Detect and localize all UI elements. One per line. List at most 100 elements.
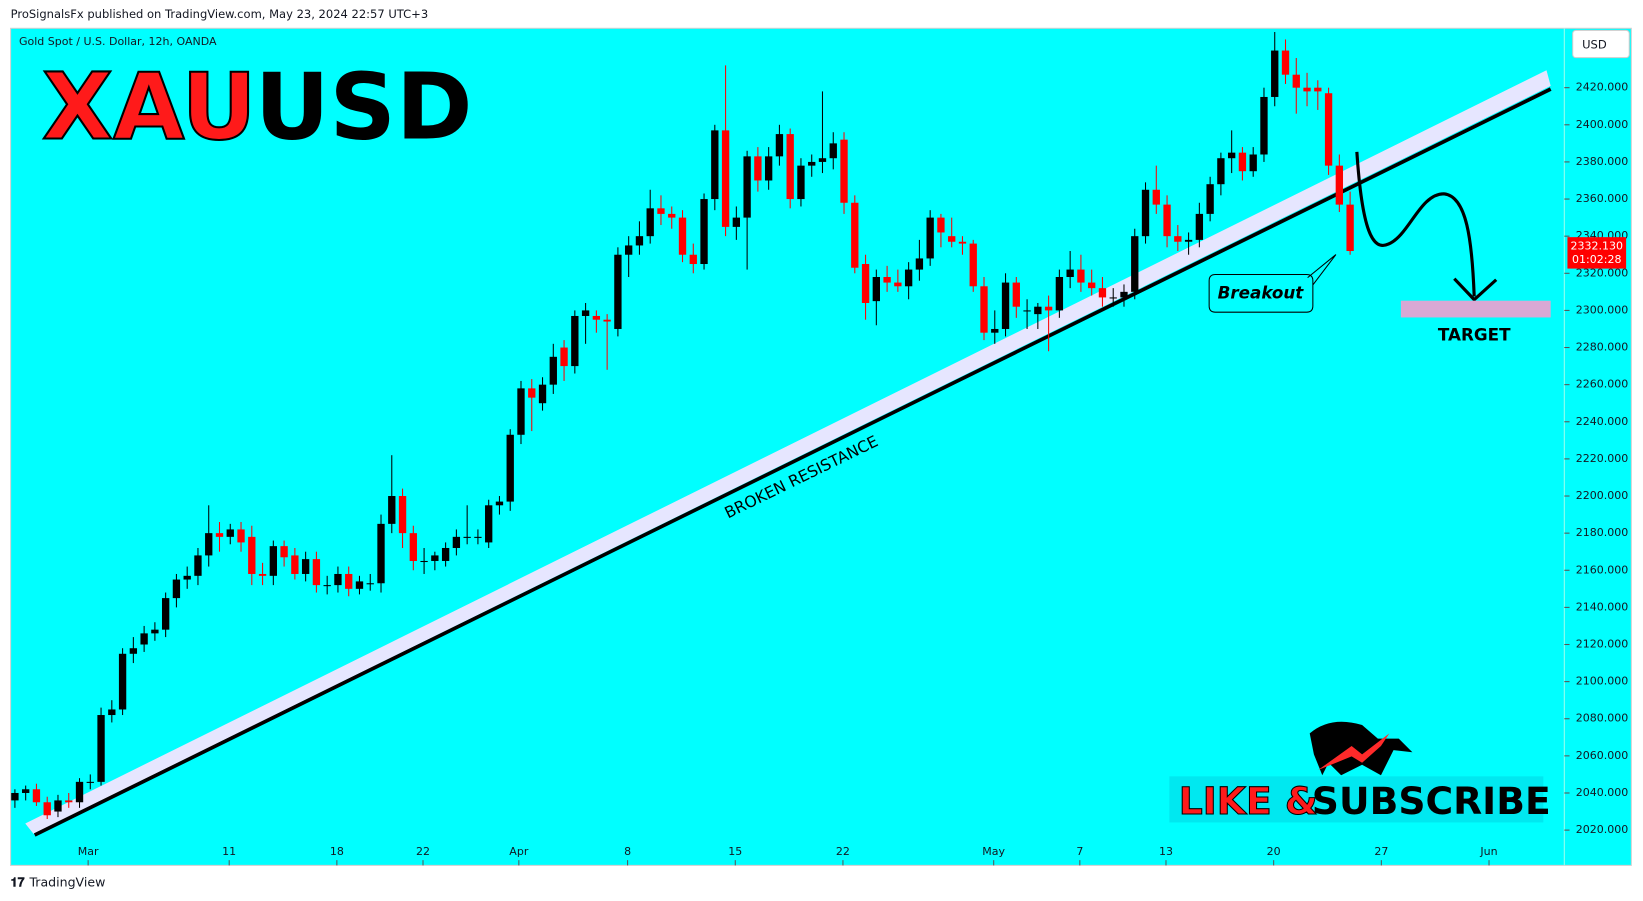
cta-bg [1169,776,1544,823]
candle-body [646,208,654,237]
candle-body [398,496,407,534]
x-tick-label: 27 [1374,845,1388,858]
candle-body [1238,152,1247,172]
candle-body [1281,50,1290,75]
y-tick-label: 2380.000 [1576,155,1629,168]
candle-body [1271,50,1279,97]
candle-body [625,245,633,255]
candle-body [743,156,751,218]
target-zone [1400,300,1551,318]
candle-body [463,536,471,538]
y-tick-label: 2200.000 [1576,489,1629,502]
x-tick-label: 18 [330,845,344,858]
candle-body [65,800,73,803]
x-tick-label: 22 [416,845,430,858]
candle-body [1260,96,1268,155]
x-tick-label: 8 [624,845,631,858]
candle-body [291,555,299,574]
cta-like[interactable]: LIKE & [1178,779,1318,824]
candle-body [764,156,773,181]
candle-body [22,789,30,793]
candle-body [797,165,805,200]
candle-body [485,505,493,543]
candle-body [1292,74,1300,88]
candle-body [754,156,762,181]
candle-body [840,139,848,203]
candle-body [700,199,708,265]
candle-body [528,388,536,398]
candle-body [657,208,665,214]
y-tick-label: 2020.000 [1576,823,1629,836]
candle-body [237,529,245,543]
candle-body [635,236,644,246]
candle-body [1034,306,1042,315]
candle-body [1335,165,1344,205]
candle-body [969,243,977,287]
candle-body [1077,269,1085,283]
y-tick-label: 2160.000 [1576,563,1629,576]
candle-body [205,533,213,556]
candle-body [140,633,148,645]
candle-body [668,213,676,218]
candle-body [549,356,557,385]
x-tick-label: Jun [1479,845,1497,858]
y-tick-label: 2220.000 [1576,452,1629,465]
y-tick-label: 2400.000 [1576,118,1629,131]
candle-body [431,555,439,561]
candle-body [926,217,934,259]
candle-body [377,523,385,584]
candle-body [129,648,138,654]
arrow-head [1453,277,1498,302]
candle-body [269,546,278,576]
candle-body [11,792,19,801]
y-tick-label: 2320.000 [1576,266,1629,279]
candle-body [334,573,342,586]
candle-body [301,559,310,574]
bull-arrow [1318,733,1390,771]
y-tick-label: 2280.000 [1576,341,1629,354]
candle-body [226,529,234,537]
candle-body [948,236,956,242]
candle-body [818,158,827,162]
candle-body [54,800,62,812]
y-tick-label: 2080.000 [1576,712,1629,725]
candle-body [1131,236,1139,292]
candle-body [75,781,84,803]
candle-body [366,583,374,585]
last-price-box [1567,237,1627,269]
candle-body [1303,87,1311,92]
candle-body [614,254,622,329]
candle-body [560,347,568,367]
footer-logo: 𝟏𝟕 [11,875,26,890]
candle-body [1249,154,1257,172]
candle-body [323,585,331,587]
x-tick-label: 13 [1159,845,1173,858]
candle-body [721,130,730,227]
cta-subscribe[interactable]: SUBSCRIBE [1312,779,1551,823]
candle-body [1206,184,1214,214]
candle-body [689,254,697,265]
candle-body [1001,282,1010,329]
candle-body [172,579,181,599]
currency-box[interactable] [1572,29,1630,59]
candle-body [571,315,579,367]
candle-body [872,277,880,302]
headline-xau: XAU [42,53,256,161]
candle-body [603,319,611,322]
y-tick-label: 2240.000 [1576,415,1629,428]
candle-body [215,533,224,537]
projection-arrow [1355,151,1476,297]
candle-body [312,559,321,586]
candle-body [1184,239,1193,242]
candle-body [161,598,170,630]
currency: USD [1582,38,1607,52]
y-tick-label: 2120.000 [1576,638,1629,651]
trend-band [25,70,1551,834]
candle-body [861,264,870,303]
y-tick-label: 2360.000 [1576,192,1629,205]
candle-body [1088,282,1096,289]
candle-body [420,560,428,563]
candle-body [808,161,816,166]
publisher: ProSignalsFx published on TradingView.co… [11,7,429,21]
